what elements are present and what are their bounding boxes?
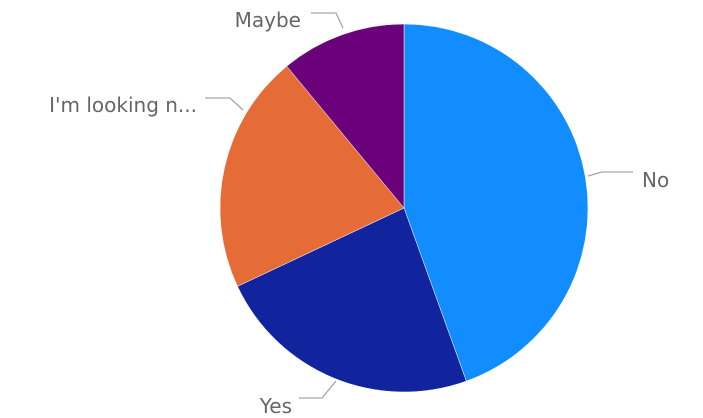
slice-labels: No Yes I'm looking n... Maybe: [49, 8, 669, 418]
pie-slice-im-looking[interactable]: [219, 65, 405, 287]
leader-lines: [205, 12, 633, 399]
slice-label-no: No: [642, 168, 669, 192]
leader-line-no: [587, 171, 633, 177]
pie-slice-no[interactable]: [403, 23, 589, 382]
pie-slices: [219, 23, 589, 393]
pie-slice-maybe[interactable]: [286, 23, 405, 209]
leader-line-yes: [299, 380, 337, 399]
leader-line-maybe: [311, 12, 344, 29]
slice-label-yes: Yes: [259, 394, 292, 418]
slice-label-im-looking: I'm looking n...: [49, 93, 197, 117]
leader-line-im-looking: [205, 97, 244, 111]
slice-label-maybe: Maybe: [235, 8, 301, 32]
pie-slice-yes[interactable]: [237, 207, 467, 393]
